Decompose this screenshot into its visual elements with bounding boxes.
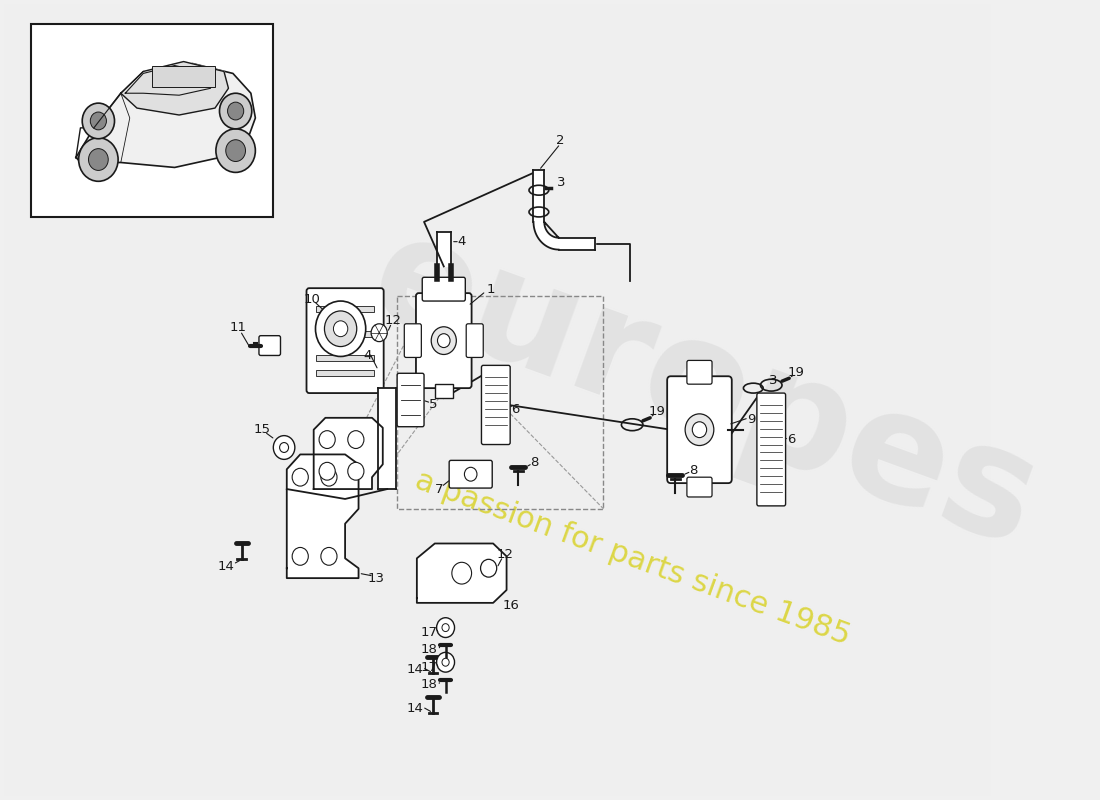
FancyBboxPatch shape: [466, 324, 483, 358]
Bar: [152, 66, 214, 87]
Text: 18: 18: [421, 643, 438, 656]
Bar: [317, 370, 374, 376]
Text: 19: 19: [649, 406, 666, 418]
FancyBboxPatch shape: [405, 324, 421, 358]
Text: 11: 11: [230, 322, 246, 334]
Bar: [317, 355, 374, 362]
Polygon shape: [534, 222, 559, 250]
Text: 3: 3: [769, 374, 778, 386]
FancyBboxPatch shape: [422, 278, 465, 301]
FancyBboxPatch shape: [397, 374, 424, 426]
Circle shape: [481, 559, 497, 577]
FancyBboxPatch shape: [686, 477, 712, 497]
Polygon shape: [559, 238, 594, 250]
Text: 10: 10: [304, 293, 320, 306]
Text: 5: 5: [429, 398, 438, 411]
Circle shape: [452, 562, 472, 584]
Bar: [317, 306, 374, 312]
Polygon shape: [287, 454, 359, 578]
Circle shape: [90, 112, 107, 130]
Circle shape: [319, 430, 336, 449]
Circle shape: [464, 467, 477, 481]
Text: 16: 16: [503, 599, 519, 612]
Circle shape: [273, 436, 295, 459]
Text: 19: 19: [788, 366, 805, 378]
Polygon shape: [534, 170, 544, 222]
Text: 17: 17: [421, 661, 438, 674]
Circle shape: [437, 618, 454, 638]
Text: 4: 4: [363, 349, 372, 362]
Bar: [317, 330, 374, 337]
FancyBboxPatch shape: [482, 366, 510, 445]
FancyBboxPatch shape: [668, 376, 732, 483]
Circle shape: [692, 422, 706, 438]
Circle shape: [321, 468, 337, 486]
Circle shape: [319, 462, 336, 480]
Circle shape: [685, 414, 714, 446]
Bar: [31, 24, 273, 217]
Text: 14: 14: [407, 702, 424, 715]
Text: 13: 13: [368, 572, 385, 585]
Circle shape: [438, 334, 450, 347]
Text: 4: 4: [458, 235, 466, 248]
Circle shape: [228, 102, 244, 120]
Circle shape: [333, 321, 348, 337]
Circle shape: [442, 624, 449, 631]
FancyBboxPatch shape: [449, 460, 492, 488]
FancyBboxPatch shape: [416, 293, 472, 388]
Text: 6: 6: [512, 403, 519, 416]
Text: 8: 8: [689, 464, 697, 477]
Circle shape: [82, 103, 114, 138]
Circle shape: [293, 468, 308, 486]
Text: europes: europes: [351, 201, 1057, 579]
Text: 3: 3: [557, 176, 565, 189]
Circle shape: [78, 138, 118, 182]
FancyBboxPatch shape: [686, 361, 712, 384]
Polygon shape: [437, 232, 451, 266]
Text: 18: 18: [421, 678, 438, 691]
Text: 14: 14: [218, 560, 234, 573]
Text: 14: 14: [407, 662, 424, 676]
Text: 17: 17: [421, 626, 438, 639]
Circle shape: [216, 129, 255, 172]
Text: 9: 9: [747, 414, 756, 426]
Polygon shape: [417, 543, 507, 603]
Circle shape: [316, 301, 365, 357]
Circle shape: [431, 326, 456, 354]
Polygon shape: [121, 62, 229, 115]
Circle shape: [324, 311, 356, 346]
FancyBboxPatch shape: [307, 288, 384, 393]
Bar: [397, 296, 604, 509]
Polygon shape: [314, 418, 383, 489]
Text: 1: 1: [486, 282, 495, 296]
Circle shape: [226, 140, 245, 162]
Circle shape: [437, 652, 454, 672]
Polygon shape: [378, 388, 396, 489]
Circle shape: [220, 94, 252, 129]
Text: 2: 2: [557, 134, 564, 147]
Polygon shape: [76, 63, 255, 167]
Circle shape: [88, 149, 108, 170]
Circle shape: [293, 547, 308, 566]
FancyBboxPatch shape: [258, 336, 280, 355]
Circle shape: [348, 430, 364, 449]
Text: 15: 15: [253, 423, 271, 436]
Text: 6: 6: [786, 433, 795, 446]
FancyBboxPatch shape: [757, 393, 785, 506]
Bar: [434, 384, 453, 398]
Text: 8: 8: [530, 456, 539, 469]
Circle shape: [371, 324, 387, 342]
Circle shape: [279, 442, 288, 453]
Circle shape: [348, 462, 364, 480]
Text: 12: 12: [385, 314, 402, 327]
Text: 12: 12: [496, 548, 514, 561]
Text: a passion for parts since 1985: a passion for parts since 1985: [410, 466, 854, 651]
Circle shape: [442, 658, 449, 666]
Circle shape: [321, 547, 337, 566]
Text: 7: 7: [434, 482, 443, 495]
